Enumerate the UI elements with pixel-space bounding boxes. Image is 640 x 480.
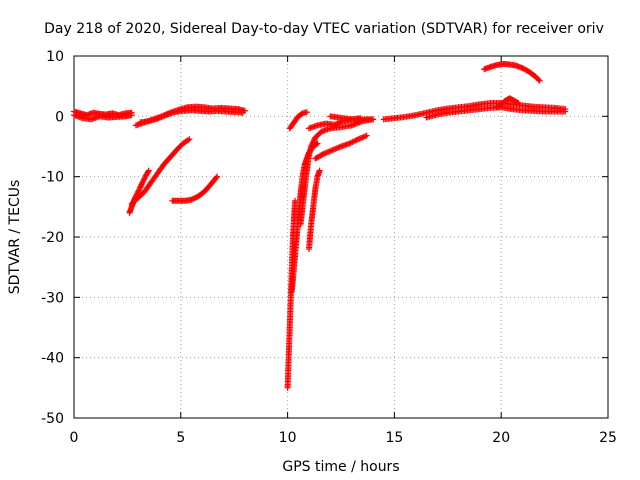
y-tick-label: 10	[46, 49, 64, 65]
y-axis-label: SDTVAR / TECUs	[7, 180, 23, 295]
data-point	[316, 167, 323, 174]
series-arc-j	[297, 116, 377, 228]
series-arc-m	[286, 109, 310, 132]
x-tick-label: 10	[279, 430, 297, 446]
series-arc-f	[128, 136, 193, 207]
data-point	[514, 99, 521, 106]
data-point	[213, 174, 220, 181]
data-point	[314, 140, 321, 147]
data-point	[319, 151, 326, 158]
y-tick-label: -20	[41, 230, 64, 246]
series-arc-k	[305, 167, 323, 253]
x-tick-label: 5	[176, 430, 185, 446]
data-point	[186, 136, 193, 143]
x-tick-label: 15	[385, 430, 403, 446]
data-point	[185, 137, 192, 144]
data-point	[214, 173, 221, 180]
data-point	[128, 112, 135, 119]
x-tick-label: 0	[70, 430, 79, 446]
chart-title: Day 218 of 2020, Sidereal Day-to-day VTE…	[44, 21, 604, 37]
data-point	[535, 76, 542, 83]
series-arc-e	[126, 167, 152, 216]
x-tick-label: 20	[492, 430, 510, 446]
x-axis-label: GPS time / hours	[282, 459, 399, 475]
data-point	[515, 100, 522, 107]
y-tick-label: -40	[41, 351, 64, 367]
data-point	[145, 167, 152, 174]
data-point	[363, 132, 370, 139]
series-arc-o	[327, 113, 377, 123]
y-tick-label: -30	[41, 290, 64, 306]
series-arc-b	[71, 112, 135, 123]
data-point	[370, 116, 377, 123]
data-points	[71, 60, 569, 391]
series-arc-d	[137, 107, 246, 126]
y-tick-label: -10	[41, 170, 64, 186]
series-arc-r	[493, 95, 522, 111]
data-point	[536, 77, 543, 84]
data-point	[303, 109, 310, 116]
data-point	[145, 168, 152, 175]
plot-frame	[73, 55, 609, 419]
data-point	[239, 109, 246, 116]
data-point	[562, 108, 569, 115]
y-tick-label: -50	[41, 411, 64, 427]
y-tick-label: 0	[55, 109, 64, 125]
series-arc-l	[312, 132, 370, 162]
series-arc-g	[169, 173, 221, 204]
x-tick-label: 25	[599, 430, 617, 446]
series-arc-s	[481, 60, 543, 84]
